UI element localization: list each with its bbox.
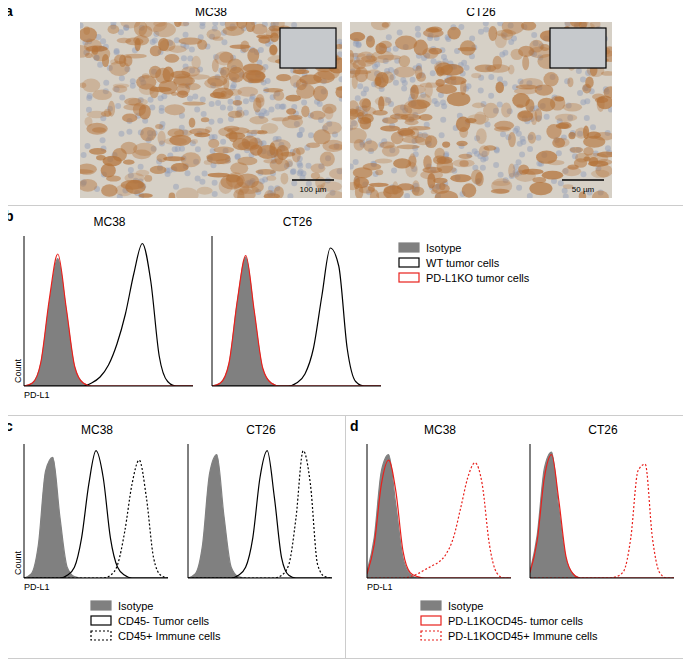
- html-text:MC38: MC38: [195, 5, 227, 19]
- html-text:PD-L1KO tumor cells: PD-L1KO tumor cells: [426, 271, 530, 284]
- html-text:PD-L1KOCD45- tumor cells: PD-L1KOCD45- tumor cells: [448, 614, 584, 627]
- html-text:MC38: MC38: [93, 215, 126, 229]
- html-text:d: d: [350, 418, 359, 434]
- html-text:Isotype: Isotype: [118, 599, 154, 612]
- html-text:Isotype: Isotype: [448, 599, 484, 612]
- html-text:CT26: CT26: [466, 5, 496, 19]
- html-text:Count: Count: [13, 359, 23, 383]
- html-text:MC38: MC38: [424, 423, 456, 437]
- html-text:PD-L1KOCD45+ Immune cells: PD-L1KOCD45+ Immune cells: [448, 629, 598, 642]
- html-text:CT26: CT26: [588, 423, 618, 437]
- html-text:Isotype: Isotype: [426, 241, 462, 254]
- html-text:PD-L1: PD-L1: [24, 390, 50, 400]
- svg-text:100 µm: 100 µm: [300, 185, 327, 194]
- html-text:c: c: [5, 418, 13, 434]
- html-text:b: b: [5, 208, 14, 224]
- html-text:CT26: CT26: [246, 423, 276, 437]
- svg-text:50 µm: 50 µm: [572, 185, 595, 194]
- html-text:MC38: MC38: [81, 423, 113, 437]
- html-text:PD-L1: PD-L1: [367, 582, 393, 592]
- html-text:CT26: CT26: [282, 215, 313, 229]
- html-text:WT tumor cells: WT tumor cells: [426, 256, 500, 269]
- html-text:Count: Count: [13, 551, 23, 575]
- html-text:PD-L1: PD-L1: [24, 582, 50, 592]
- html-text:a: a: [5, 3, 13, 19]
- html-text:CD45- Tumor cells: CD45- Tumor cells: [118, 614, 210, 627]
- html-text:CD45+ Immune cells: CD45+ Immune cells: [118, 629, 221, 642]
